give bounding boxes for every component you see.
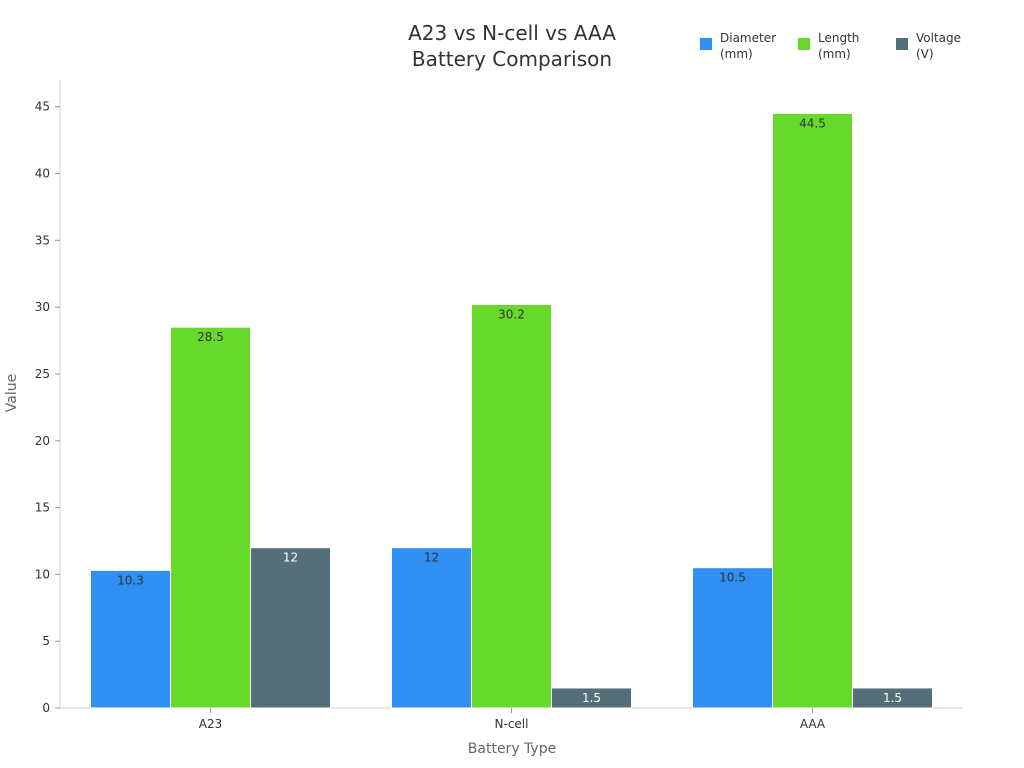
legend-label-diameter-line-2: (mm) <box>720 47 753 61</box>
legend-item-voltage[interactable]: Voltage (V) <box>896 30 976 62</box>
bar <box>250 547 331 709</box>
legend-swatch-voltage <box>896 38 908 50</box>
x-tick-label: A23 <box>199 717 222 731</box>
legend-item-diameter[interactable]: Diameter (mm) <box>700 30 780 62</box>
legend-label-diameter-line-1: Diameter <box>720 31 777 45</box>
data-label: 1.5 <box>582 691 601 705</box>
legend-label-length-line-2: (mm) <box>818 47 851 61</box>
chart-title-line-1: A23 vs N-cell vs AAA <box>408 21 616 45</box>
y-tick-label: 5 <box>42 634 50 648</box>
bar <box>471 303 552 709</box>
data-label: 10.5 <box>719 571 746 585</box>
data-label: 44.5 <box>799 116 826 130</box>
legend-label-length-line-1: Length <box>818 31 860 45</box>
y-tick-label: 0 <box>42 701 50 715</box>
data-label: 10.3 <box>117 573 144 587</box>
data-label: 28.5 <box>197 330 224 344</box>
y-tick-label: 25 <box>35 367 50 381</box>
bar <box>90 569 171 709</box>
data-label: 30.2 <box>498 307 525 321</box>
data-label: 12 <box>283 551 298 565</box>
y-tick-label: 40 <box>35 167 50 181</box>
data-label: 12 <box>424 551 439 565</box>
y-tick-label: 30 <box>35 300 50 314</box>
x-tick-label: N-cell <box>495 717 529 731</box>
bar <box>852 687 933 709</box>
legend-label-voltage: Voltage (V) <box>916 30 961 62</box>
chart-title-line-2: Battery Comparison <box>411 47 613 71</box>
y-tick-label: 20 <box>35 434 50 448</box>
y-tick-label: 45 <box>35 100 50 114</box>
legend-label-voltage-line-1: Voltage <box>916 31 962 45</box>
chart-title: A23 vs N-cell vs AAA Battery Comparison <box>312 20 712 72</box>
x-axis-label: Battery Type <box>467 741 557 757</box>
y-tick-label: 10 <box>35 567 50 581</box>
x-tick-label: AAA <box>800 717 826 731</box>
y-axis-label: Value <box>4 373 20 413</box>
legend-label-length: Length (mm) <box>818 30 859 62</box>
legend: Diameter (mm) Length (mm) Voltage (V) <box>700 30 976 62</box>
bar <box>772 112 853 709</box>
legend-swatch-length <box>798 38 810 50</box>
bar <box>692 567 773 709</box>
legend-label-diameter: Diameter (mm) <box>720 30 776 62</box>
y-tick-label: 15 <box>35 501 50 515</box>
legend-swatch-diameter <box>700 38 712 50</box>
data-label: 1.5 <box>883 691 902 705</box>
y-tick-label: 35 <box>35 233 50 247</box>
bar <box>391 547 472 709</box>
legend-item-length[interactable]: Length (mm) <box>798 30 878 62</box>
bar <box>551 687 632 709</box>
bar <box>170 326 251 709</box>
legend-label-voltage-line-2: (V) <box>916 47 934 61</box>
